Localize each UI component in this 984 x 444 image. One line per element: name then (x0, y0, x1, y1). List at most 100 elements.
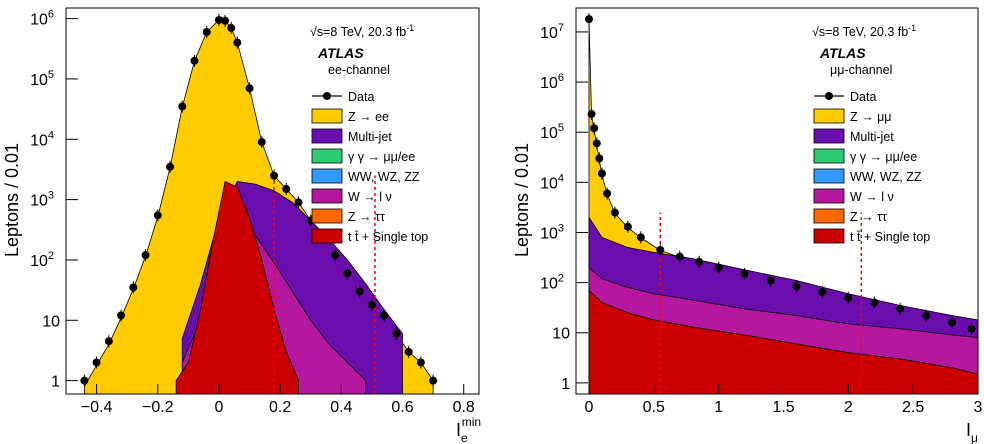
data-point (766, 276, 775, 285)
right-energy-text: √s=8 TeV, 20.3 fb (812, 25, 908, 39)
x-tick-label: 1.5 (772, 399, 794, 416)
x-tick-label: 0.5 (643, 399, 665, 416)
left-panel-ee: −0.4 −0.2 0 0.2 0.4 0.6 0.8110102103104105106 … (2, 7, 481, 444)
data-point (270, 171, 279, 180)
data-point (844, 293, 853, 302)
y-tick-base: 10 (540, 75, 558, 92)
data-point (416, 358, 425, 367)
data-point (190, 56, 199, 65)
y-tick-base: 10 (540, 225, 558, 242)
data-point (429, 376, 438, 385)
data-point (227, 23, 236, 32)
right-energy-sup: -1 (908, 23, 916, 33)
y-tick-base: 10 (30, 72, 48, 89)
x-tick-label: 1 (714, 399, 723, 416)
data-point (714, 263, 723, 272)
y-tick-exp: 4 (558, 172, 564, 184)
data-point (603, 189, 612, 198)
right-channel-label: μμ-channel (830, 63, 892, 77)
legend-label: γ γ → μμ/ee (850, 150, 917, 164)
legend-label: Data (850, 90, 876, 104)
right-x-axis-title-main: I (966, 420, 971, 440)
y-tick-label: 102 (30, 250, 54, 270)
data-point (282, 184, 291, 193)
y-tick-label: 104 (540, 172, 564, 192)
x-tick-label: 2.5 (902, 399, 924, 416)
y-tick-label: 1 (561, 376, 570, 393)
x-tick-label: −0.2 (142, 399, 174, 416)
data-point (380, 311, 389, 320)
data-point (166, 162, 175, 171)
right-plot-area (584, 13, 979, 395)
data-point (214, 15, 223, 24)
data-point (595, 154, 604, 163)
legend-swatch (813, 168, 845, 184)
data-point (948, 318, 957, 327)
x-tick-label: 0 (215, 399, 224, 416)
legend-swatch (813, 148, 845, 164)
legend-label: W → l ν (850, 190, 894, 204)
y-tick-label: 10 (552, 326, 570, 343)
data-point (597, 169, 606, 178)
y-tick-label: 10 (42, 313, 60, 330)
data-point (656, 245, 665, 254)
background-area-2 (175, 180, 299, 395)
right-x-axis-title: Iμ (966, 420, 978, 444)
x-tick-label: 0.2 (269, 399, 291, 416)
y-tick-label: 103 (540, 222, 564, 242)
y-tick-exp: 2 (558, 273, 564, 285)
legend-swatch (813, 128, 845, 144)
y-tick-base: 10 (30, 132, 48, 149)
right-x-axis-title-sub: μ (971, 431, 978, 444)
legend-label: Z → μμ (850, 110, 892, 124)
y-tick-base: 10 (540, 25, 558, 42)
x-tick-label: −0.4 (81, 399, 113, 416)
y-tick-base: 10 (540, 175, 558, 192)
data-point (104, 337, 113, 346)
data-point (392, 329, 401, 338)
data-point (967, 324, 976, 333)
legend-data-marker (825, 92, 833, 100)
x-tick-label: 3 (974, 399, 983, 416)
data-point (792, 282, 801, 291)
data-point (80, 376, 89, 385)
legend-swatch (311, 128, 343, 144)
y-tick-base: 10 (540, 125, 558, 142)
data-point (610, 208, 619, 217)
right-frame (575, 7, 979, 395)
legend-label: Z → ee (348, 110, 389, 124)
data-point (587, 110, 596, 119)
y-tick-base: 10 (30, 193, 48, 210)
y-tick-exp: 4 (48, 129, 54, 141)
data-point (922, 311, 931, 320)
legend-label: W → l ν (348, 190, 392, 204)
y-tick-exp: 2 (48, 250, 54, 262)
data-point (117, 311, 126, 320)
right-legend: Data Z → μμ Multi-jet γ γ → μμ/ee WW, WZ, ZZ… (813, 90, 930, 244)
legend-label: Data (348, 90, 374, 104)
right-energy-label: √s=8 TeV, 20.3 fb-1 (812, 23, 916, 39)
y-tick-exp: 3 (558, 222, 564, 234)
legend-swatch (311, 228, 343, 244)
y-tick-label: 105 (540, 122, 564, 142)
data-point (202, 28, 211, 37)
legend-label: Multi-jet (348, 130, 392, 144)
left-frame (65, 7, 480, 395)
data-point (367, 300, 376, 309)
data-point (294, 198, 303, 207)
data-point (153, 211, 162, 220)
data-point (740, 269, 749, 278)
y-tick-label: 106 (30, 9, 54, 29)
legend-swatch (311, 208, 343, 224)
left-plot-area (80, 13, 438, 395)
y-tick-label: 102 (540, 273, 564, 293)
legend-swatch (813, 188, 845, 204)
legend-label: WW, WZ, ZZ (850, 170, 922, 184)
y-tick-label: 103 (30, 190, 54, 210)
left-energy-text: √s=8 TeV, 20.3 fb (310, 25, 406, 39)
right-y-axis-title: Leptons / 0.01 (512, 143, 532, 257)
y-tick-exp: 6 (558, 72, 564, 84)
x-tick-label: 0.4 (330, 399, 352, 416)
data-point (404, 347, 413, 356)
